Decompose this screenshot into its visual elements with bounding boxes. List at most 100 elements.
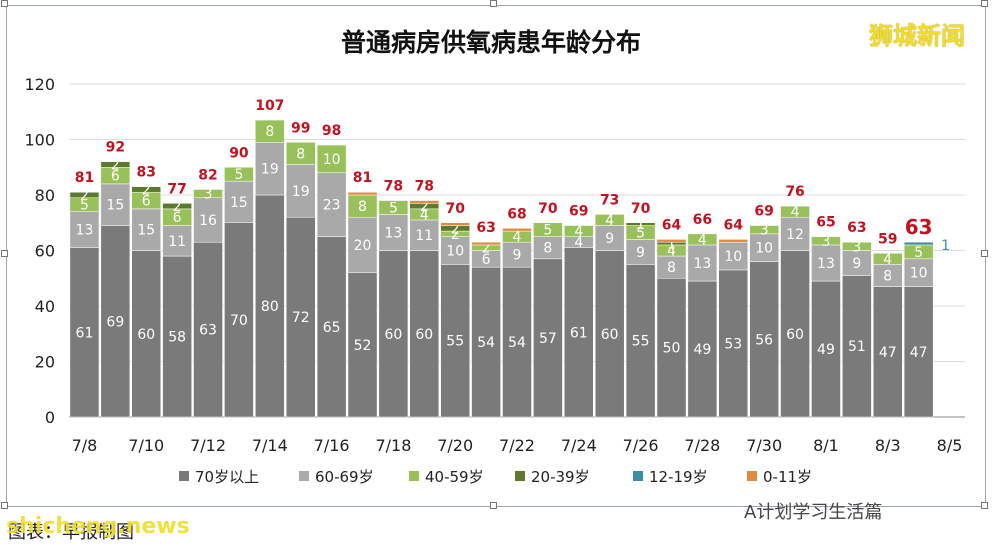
legend-swatch xyxy=(633,471,643,481)
bar-segment xyxy=(502,228,532,232)
bar-value-label: 2 xyxy=(451,227,460,243)
bar-segment xyxy=(903,286,934,418)
bar-segment xyxy=(564,247,594,418)
bar-segment xyxy=(316,172,347,237)
resize-handle[interactable] xyxy=(490,0,497,7)
bar-value-label: 23 xyxy=(323,198,341,214)
bar-segment xyxy=(440,222,470,226)
y-tick-label: 60 xyxy=(35,242,55,261)
bar-value-label: 5 xyxy=(914,245,923,261)
bar-total-label: 77 xyxy=(167,181,186,197)
bar-value-label: 8 xyxy=(296,146,305,162)
legend-swatch xyxy=(747,471,757,481)
bar-value-label: 54 xyxy=(508,335,526,351)
bar-segment xyxy=(780,216,810,251)
bar-value-label: 9 xyxy=(852,256,861,272)
x-tick-label: 7/16 xyxy=(314,436,350,455)
bar-segment xyxy=(903,258,934,287)
source-caption: 图表：早报制图 xyxy=(8,522,134,543)
x-axis: 7/8 7/10 7/12 7/14 7/16 7/18 7/20 7/22 7/24 7/26 7… xyxy=(72,436,963,455)
bar-segment xyxy=(193,189,223,199)
x-tick-label: 7/14 xyxy=(252,436,288,455)
y-tick-label: 100 xyxy=(24,131,55,150)
bar-segment xyxy=(378,200,409,215)
bar-value-label: 50 xyxy=(663,341,681,357)
bar-value-label: 4 xyxy=(420,207,429,223)
bar-total-label: 73 xyxy=(600,192,619,208)
bar-segment xyxy=(842,241,872,251)
x-tick-label: 7/10 xyxy=(128,436,164,455)
bar-segment xyxy=(625,239,656,265)
bar-segment xyxy=(162,255,192,418)
bar-segment xyxy=(316,236,347,418)
resize-handle[interactable] xyxy=(1,0,8,7)
bar-segment xyxy=(224,167,254,182)
bar-total-label: 98 xyxy=(322,123,341,139)
bar-segment xyxy=(872,286,903,418)
bar-value-label: 9 xyxy=(513,248,522,264)
bar-value-label: 2 xyxy=(80,188,89,204)
x-tick-label: 8/3 xyxy=(875,436,901,455)
bar-segment xyxy=(811,236,841,246)
bar-total-label: 92 xyxy=(106,140,125,156)
bar-value-label: 10 xyxy=(446,244,464,260)
bar-value-label: 53 xyxy=(724,336,742,352)
bar-total-label: 64 xyxy=(662,217,682,233)
bar-value-label: 19 xyxy=(261,162,279,178)
bar-value-label: 2 xyxy=(173,199,182,215)
resize-handle[interactable] xyxy=(981,0,988,7)
legend-label: 12-19岁 xyxy=(649,468,708,486)
x-tick-label: 7/22 xyxy=(499,436,535,455)
bar-segment xyxy=(749,233,779,262)
bar-value-label: 69 xyxy=(106,314,124,330)
bar-segment xyxy=(255,142,285,196)
bar-value-label: 2 xyxy=(420,199,429,215)
resize-handle[interactable] xyxy=(981,502,988,509)
bar-segment xyxy=(409,250,440,418)
bar-total-label: 59 xyxy=(878,231,897,247)
y-tick-label: 120 xyxy=(24,75,55,94)
x-tick-label: 7/12 xyxy=(190,436,226,455)
bar-value-label: 61 xyxy=(76,325,94,341)
bar-total-label: 66 xyxy=(693,212,712,228)
bar-value-label: 10 xyxy=(910,266,928,282)
bar-segment xyxy=(285,142,316,165)
bar-segment xyxy=(69,191,100,199)
bar-total-label: 69 xyxy=(569,204,588,220)
bar-value-label: 70 xyxy=(230,313,248,329)
resize-handle[interactable] xyxy=(1,502,8,509)
resize-handle[interactable] xyxy=(1,250,8,257)
bar-segment xyxy=(780,205,810,218)
legend-swatch xyxy=(179,471,189,481)
bar-segment xyxy=(378,250,409,418)
bar-total-label: 107 xyxy=(255,98,284,114)
bar-segment xyxy=(903,241,934,246)
bar-segment xyxy=(69,211,100,248)
y-tick-label: 0 xyxy=(45,408,55,427)
bar-value-label: 4 xyxy=(513,230,522,246)
resize-handle[interactable] xyxy=(490,502,497,509)
bar-value-label: 5 xyxy=(389,200,398,216)
bar-total-label: 63 xyxy=(476,220,495,236)
bar-total-label: 83 xyxy=(136,165,155,181)
bar-segment xyxy=(749,225,779,235)
bar-value-label: 19 xyxy=(292,184,310,200)
bar-value-label: 3 xyxy=(760,223,769,239)
bar-value-label: 8 xyxy=(358,199,367,215)
bar-value-label: 2 xyxy=(142,182,151,198)
bar-segment xyxy=(224,180,254,223)
bar-value-label: 57 xyxy=(539,331,557,347)
legend-swatch xyxy=(515,471,525,481)
bar-value-label: 56 xyxy=(755,332,773,348)
resize-handle[interactable] xyxy=(981,250,988,257)
bar-value-label: 60 xyxy=(137,327,155,343)
bar-segment xyxy=(872,253,903,265)
bar-total-label: 78 xyxy=(384,179,403,195)
bar-value-label: 2 xyxy=(451,221,460,237)
bar-segment xyxy=(440,236,470,265)
bar-value-label: 4 xyxy=(605,213,614,229)
bar-segment xyxy=(718,241,749,271)
bar-segment xyxy=(316,144,347,174)
bar-value-label: 58 xyxy=(168,330,186,346)
